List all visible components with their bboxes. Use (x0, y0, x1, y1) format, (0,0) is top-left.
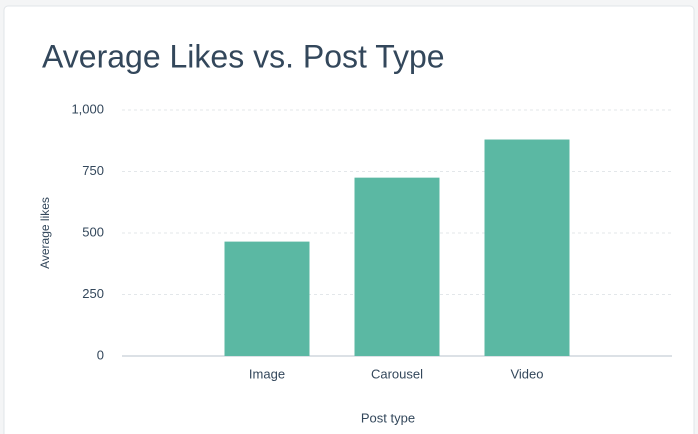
x-tick-label: Image (249, 366, 285, 381)
x-tick-label: Carousel (371, 366, 423, 381)
x-axis-label: Post type (361, 410, 415, 425)
bar (484, 139, 570, 356)
y-tick-label: 250 (82, 286, 104, 301)
bar (354, 177, 440, 356)
y-tick-label: 0 (97, 347, 104, 362)
y-axis-label: Average likes (38, 197, 52, 269)
y-tick-label: 1,000 (71, 101, 104, 116)
chart-title: Average Likes vs. Post Type (42, 38, 445, 74)
y-tick-label: 500 (82, 224, 104, 239)
y-tick-label: 750 (82, 163, 104, 178)
x-tick-label: Video (510, 366, 543, 381)
bar (224, 241, 310, 356)
